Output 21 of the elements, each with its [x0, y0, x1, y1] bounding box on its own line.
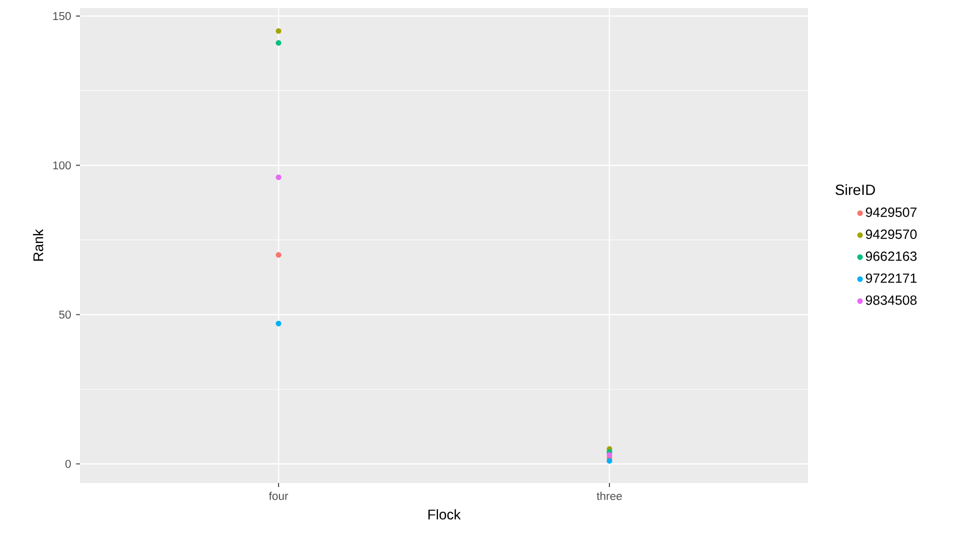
y-tick-label: 100 — [53, 161, 71, 170]
point — [276, 28, 282, 34]
point — [276, 320, 282, 326]
y-axis-title: Rank — [32, 229, 44, 261]
legend-title: SireID — [836, 184, 875, 196]
point — [606, 452, 612, 458]
legend-label: 9662163 — [866, 252, 917, 261]
legend-label: 9429507 — [866, 208, 916, 217]
legend-label: 9429570 — [866, 230, 917, 239]
x-axis-title: Flock — [428, 509, 461, 520]
x-tick-label: three — [596, 492, 622, 500]
y-tick-label: 150 — [53, 12, 71, 20]
y-tick-label: 50 — [59, 310, 71, 319]
x-tick-label: four — [268, 492, 288, 500]
y-tick-label: 0 — [65, 460, 71, 468]
point — [276, 174, 282, 180]
point — [276, 40, 282, 46]
point — [276, 252, 282, 258]
legend-label: 9834508 — [866, 295, 917, 305]
point — [606, 458, 612, 464]
legend-label: 9722171 — [866, 273, 917, 283]
